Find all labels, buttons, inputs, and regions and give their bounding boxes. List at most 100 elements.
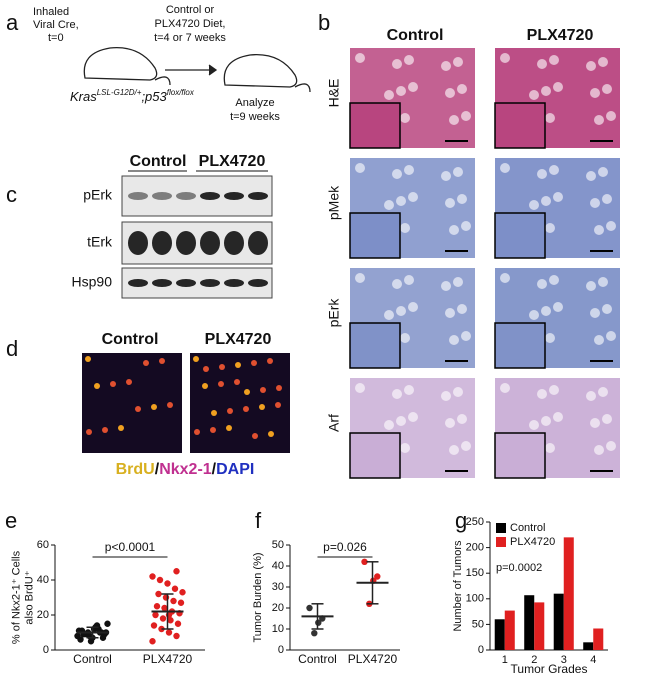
panel-label: f (255, 508, 262, 533)
texture (594, 445, 604, 455)
texture (537, 279, 547, 289)
y-tick-label: 0 (278, 644, 284, 656)
x-tick-label: 1 (502, 654, 508, 666)
cell (252, 433, 258, 439)
band (200, 231, 220, 255)
cell (268, 431, 274, 437)
texture (500, 53, 510, 63)
inset (494, 102, 546, 149)
gene-sup: flox/flox (167, 88, 195, 97)
p-value: p<0.0001 (105, 540, 156, 554)
cell (94, 383, 100, 389)
point (149, 573, 156, 580)
texture (594, 115, 604, 125)
texture (449, 115, 459, 125)
step-text: t=0 (48, 32, 64, 44)
texture (355, 273, 365, 283)
texture (461, 221, 471, 231)
texture (449, 225, 459, 235)
texture (441, 171, 451, 181)
texture (453, 277, 463, 287)
texture (400, 223, 410, 233)
band (128, 279, 148, 287)
point (179, 589, 186, 596)
texture (384, 420, 394, 430)
cell (126, 379, 132, 385)
texture (457, 304, 467, 314)
cell (203, 366, 209, 372)
band (248, 279, 268, 287)
point (152, 611, 159, 619)
cell (260, 387, 266, 393)
band (152, 231, 172, 255)
band (152, 192, 172, 200)
y-tick-label: 20 (37, 609, 49, 621)
texture (404, 55, 414, 65)
band (176, 231, 196, 255)
inset (494, 432, 546, 479)
inset (349, 322, 401, 369)
texture (392, 279, 402, 289)
y-tick-label: 10 (272, 623, 284, 635)
bar (534, 602, 545, 650)
texture (384, 90, 394, 100)
legend-swatch (496, 523, 506, 533)
bar (553, 593, 564, 650)
texture (590, 88, 600, 98)
band (224, 231, 244, 255)
point (171, 585, 179, 592)
texture (590, 418, 600, 428)
cell (85, 356, 91, 362)
x-tick-label: 2 (531, 654, 537, 666)
bar (504, 610, 515, 650)
panel-label: e (5, 508, 17, 533)
panel-label: b (318, 10, 330, 35)
texture (408, 302, 418, 312)
texture (590, 198, 600, 208)
point (164, 580, 171, 587)
band (248, 192, 268, 200)
column-header: Control (130, 153, 187, 170)
cell (235, 362, 241, 368)
texture (606, 441, 616, 451)
point (77, 636, 84, 643)
cell (211, 410, 217, 416)
texture (355, 383, 365, 393)
point (149, 638, 156, 645)
y-tick-label: 20 (272, 602, 284, 614)
texture (541, 416, 551, 426)
texture (355, 53, 365, 63)
texture (549, 385, 559, 395)
texture (529, 420, 539, 430)
cell (267, 358, 273, 364)
row-label: Hsp90 (72, 274, 113, 290)
texture (404, 165, 414, 175)
texture (545, 333, 555, 343)
p-value: p=0.026 (323, 540, 367, 554)
texture (537, 59, 547, 69)
point (311, 630, 318, 637)
cell (244, 389, 250, 395)
band (176, 192, 196, 200)
point (104, 620, 111, 627)
band (128, 231, 148, 255)
cell (226, 425, 232, 431)
stain-legend: BrdU/Nkx2-1/DAPI (116, 461, 255, 478)
texture (529, 200, 539, 210)
point (374, 573, 381, 580)
texture (384, 310, 394, 320)
x-axis-label: Tumor Grades (511, 662, 588, 674)
texture (602, 84, 612, 94)
texture (461, 331, 471, 341)
texture (606, 331, 616, 341)
texture (529, 310, 539, 320)
texture (408, 192, 418, 202)
texture (400, 443, 410, 453)
legend-label: Control (510, 522, 545, 534)
bar (494, 619, 505, 650)
texture (445, 88, 455, 98)
texture (598, 387, 608, 397)
texture (598, 277, 608, 287)
point (173, 632, 180, 640)
texture (441, 281, 451, 291)
